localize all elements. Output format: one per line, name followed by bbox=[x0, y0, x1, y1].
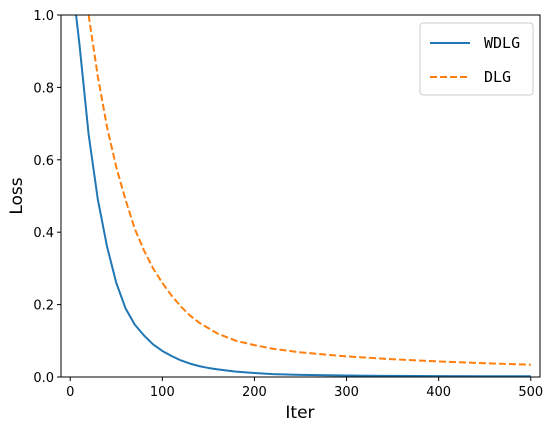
x-axis-label: Iter bbox=[285, 403, 314, 423]
x-tick-label: 0 bbox=[66, 385, 74, 400]
legend-label-dlg: DLG bbox=[484, 68, 511, 86]
y-tick-label: 1.0 bbox=[33, 9, 54, 24]
legend-box bbox=[419, 22, 534, 96]
x-tick-label: 100 bbox=[150, 385, 175, 400]
x-tick-label: 200 bbox=[242, 385, 267, 400]
x-tick-label: 400 bbox=[426, 385, 451, 400]
y-axis-label: Loss bbox=[7, 177, 27, 214]
plot-lines bbox=[75, 15, 531, 377]
plot-frame bbox=[60, 14, 541, 378]
x-axis-ticks: 0 100 200 300 400 500 bbox=[66, 377, 543, 400]
y-tick-label: 0.6 bbox=[33, 154, 54, 169]
x-tick-label: 500 bbox=[518, 385, 543, 400]
legend-label-wdlg: WDLG bbox=[484, 34, 520, 52]
legend: WDLG DLG bbox=[419, 22, 534, 96]
series-line-dlg bbox=[87, 15, 531, 366]
y-tick-label: 0.0 bbox=[33, 371, 54, 386]
series-line-wdlg bbox=[75, 15, 531, 377]
y-axis-ticks: 0.0 0.2 0.4 0.6 0.8 1.0 bbox=[33, 9, 61, 386]
y-tick-label: 0.8 bbox=[33, 81, 54, 96]
y-tick-label: 0.4 bbox=[33, 226, 54, 241]
y-tick-label: 0.2 bbox=[33, 299, 54, 314]
x-tick-label: 300 bbox=[334, 385, 359, 400]
